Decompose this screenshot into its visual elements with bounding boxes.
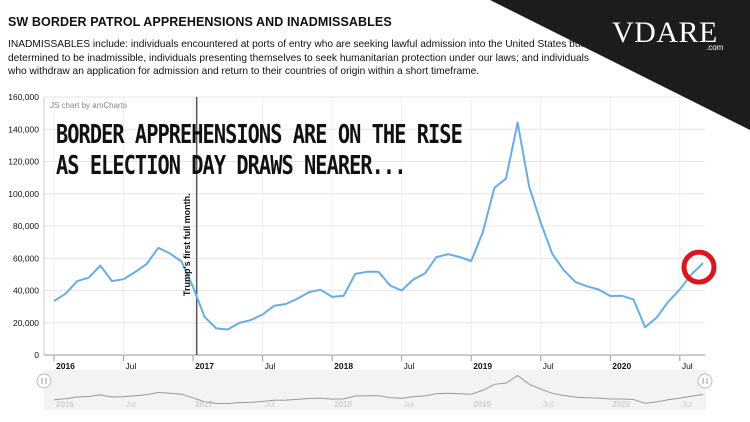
highlight-circle: [681, 249, 717, 285]
y-tick-label: 100,000: [8, 189, 39, 199]
x-tick-label: 2016: [56, 361, 75, 371]
chart-description: INADMISSABLES include: individuals encou…: [8, 39, 601, 78]
y-tick-label: 120,000: [8, 157, 39, 167]
y-tick-label: 80,000: [13, 221, 39, 231]
scrollbar-tick-label: 2019: [473, 400, 491, 409]
scrollbar[interactable]: 2016 Jul 2017 Jul 2018 Jul 2019 Jul 2020 Jul: [36, 370, 713, 410]
scrollbar-tick-label: Jul: [265, 400, 275, 409]
scrollbar-tick-label: 2018: [334, 400, 352, 409]
y-tick-label: 40,000: [13, 286, 39, 296]
scrollbar-tick-label: Jul: [126, 400, 136, 409]
annotation-label: Trump's first full month.: [182, 193, 192, 296]
scrollbar-tick-label: Jul: [404, 400, 414, 409]
x-tick-label: 2020: [612, 361, 631, 371]
chart-title: SW BORDER PATROL APPREHENSIONS AND INADM…: [8, 15, 392, 29]
y-tick-label: 20,000: [13, 318, 39, 328]
series-line: [53, 121, 704, 331]
x-tick-label: Jul: [682, 361, 693, 371]
x-tick-label: Jul: [404, 361, 415, 371]
scrollbar-tick-label: 2016: [56, 400, 74, 409]
headline: BORDER APPREHENSIONS ARE ON THE RISE AS …: [56, 120, 463, 182]
y-axis: 0 20,000 40,000 60,000 80,000 100,000 120,000 1…: [8, 92, 39, 360]
scrollbar-tick-label: 2020: [612, 400, 630, 409]
x-tick-label: Jul: [126, 361, 137, 371]
scrollbar-right-grip[interactable]: [697, 373, 713, 389]
scrollbar-tick-label: Jul: [682, 400, 692, 409]
vdare-logo[interactable]: VDARE: [612, 16, 718, 49]
vdare-domain: .com: [706, 43, 724, 52]
y-tick-label: 60,000: [13, 253, 39, 263]
scrollbar-left-grip[interactable]: [36, 373, 52, 389]
x-tick-label: 2017: [195, 361, 214, 371]
y-tick-label: 140,000: [8, 124, 39, 134]
grid-lines: [43, 96, 705, 361]
headline-line-1: BORDER APPREHENSIONS ARE ON THE RISE: [56, 120, 463, 150]
x-tick-label: 2018: [334, 361, 353, 371]
scrollbar-tick-label: 2017: [195, 400, 213, 409]
x-tick-label: 2019: [473, 361, 492, 371]
x-axis: 2016 Jul 2017 Jul 2018 Jul 2019 Jul 2020 Jul: [56, 361, 693, 371]
headline-line-2: AS ELECTION DAY DRAWS NEARER...: [56, 151, 406, 181]
y-tick-label: 160,000: [8, 92, 39, 102]
x-tick-label: Jul: [543, 361, 554, 371]
x-tick-label: Jul: [265, 361, 276, 371]
scrollbar-preview-line: [53, 374, 704, 405]
y-tick-label: 0: [34, 350, 39, 360]
scrollbar-track[interactable]: [44, 370, 706, 410]
scrollbar-labels: 2016 Jul 2017 Jul 2018 Jul 2019 Jul 2020 Jul: [56, 400, 692, 409]
scrollbar-tick-label: Jul: [543, 400, 553, 409]
chart-credit: JS chart by amCharts: [50, 101, 127, 110]
